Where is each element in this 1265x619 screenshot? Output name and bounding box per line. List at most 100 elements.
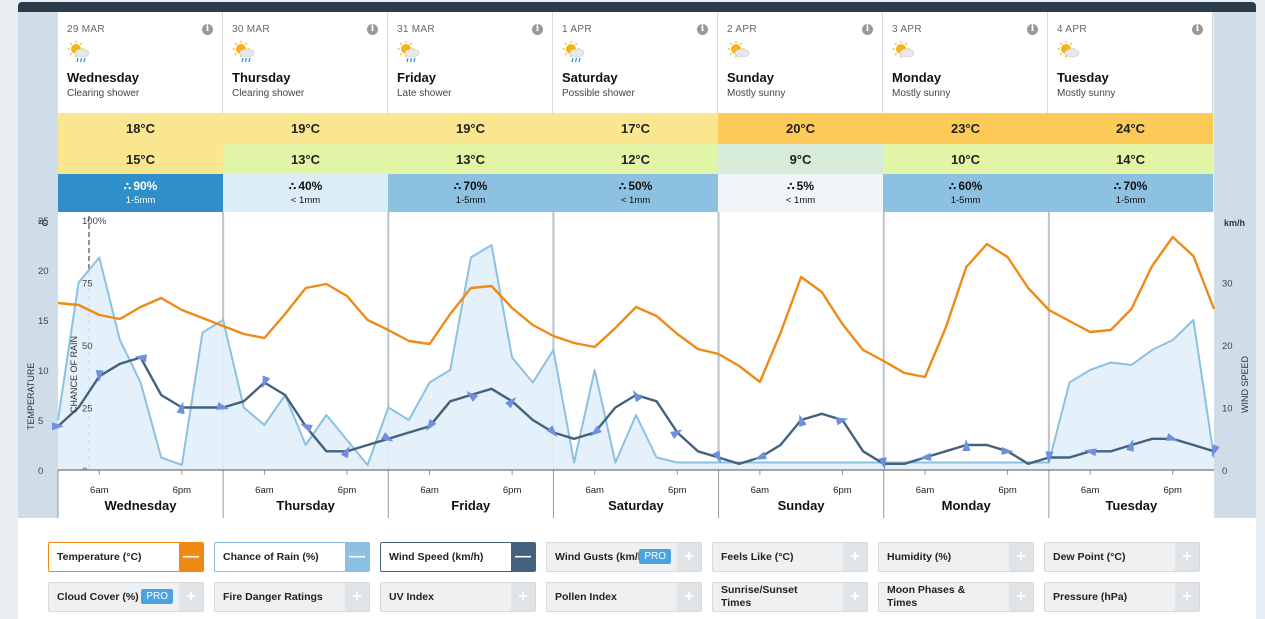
sun-ray [564,52,568,56]
wind-direction-arrow [835,417,849,426]
plus-icon[interactable]: + [179,583,203,611]
chart-legend: Temperature (°C) — Chance of Rain (%) — Wind… [18,518,1256,619]
info-icon[interactable]: i [367,24,378,35]
sun-ray [739,42,743,46]
info-icon[interactable]: i [697,24,708,35]
plus-icon[interactable]: + [345,583,369,611]
info-icon[interactable]: i [202,24,213,35]
legend-toggle[interactable]: Sunrise/Sunset Times + [712,582,868,612]
plus-icon[interactable]: + [1175,543,1199,571]
day-axis-name: Monday [942,498,992,513]
day-column[interactable]: 30 MAR i Thursday Clearing shower 19°C 13°C ∴ 4… [223,12,388,212]
max-temp: 23°C [883,113,1048,144]
legend-toggle[interactable]: Pressure (hPa) + [1044,582,1200,612]
legend-toggle[interactable]: Temperature (°C) — [48,542,204,572]
raindrops-icon: ∴ [288,181,297,193]
plus-icon[interactable]: + [511,583,535,611]
sun-ray [1059,42,1063,46]
day-column[interactable]: 1 APR i Saturday Possible shower 17°C 12°C ∴ 50… [553,12,718,212]
day-column[interactable]: 2 APR i Sunday Mostly sunny 20°C 9°C ∴ 5% < 1mm [718,12,883,212]
rain-chance-value: 5% [796,179,814,193]
legend-toggle[interactable]: Feels Like (°C) + [712,542,868,572]
forecast-chart: °C2520151050TEMPERATURE100%7550250CHANCE… [26,212,1250,518]
plus-icon[interactable]: + [677,583,701,611]
rain-streak [248,57,251,63]
day-column[interactable]: 29 MAR i Wednesday Clearing shower 18°C 15°C ∴… [58,12,223,212]
plus-icon[interactable]: + [843,583,867,611]
plus-icon[interactable]: + [1009,543,1033,571]
info-icon[interactable]: i [862,24,873,35]
legend-toggle[interactable]: Moon Phases & Times + [878,582,1034,612]
plus-icon[interactable]: + [843,543,867,571]
sun-ray [1069,42,1073,46]
shower-icon [67,40,90,63]
day-description: Mostly sunny [892,88,951,99]
legend-label: Fire Danger Ratings [223,590,323,603]
day-description: Clearing shower [232,88,305,99]
raindrops-icon: ∴ [123,181,132,193]
rain-streak [578,57,581,63]
temp-tick: 15 [38,316,49,327]
legend-toggle[interactable]: Chance of Rain (%) — [214,542,370,572]
temp-tick: 5 [38,416,43,427]
day-column[interactable]: 3 APR i Monday Mostly sunny 23°C 10°C ∴ 60% 1-5m… [883,12,1048,212]
rain-tick: 100% [82,216,107,227]
sun-ray [564,42,568,46]
day-column[interactable]: 4 APR i Tuesday Mostly sunny 24°C 14°C ∴ 70% 1-5… [1048,12,1213,212]
minus-icon[interactable]: — [511,543,535,571]
legend-toggle[interactable]: UV Index + [380,582,536,612]
wind-direction-arrow [754,451,767,460]
sun-ray [79,42,83,46]
wind-direction-arrow [262,375,271,389]
rain-tick: 50 [82,341,93,352]
wind-direction-arrow [95,369,104,383]
wind-direction-arrow [878,457,887,470]
legend-toggle[interactable]: Humidity (%) + [878,542,1034,572]
mostly-sunny-icon [1057,40,1080,58]
sun-ray [69,52,73,56]
day-date: 3 APR [892,24,922,35]
raindrops-icon: ∴ [618,181,627,193]
info-icon[interactable]: i [1027,24,1038,35]
legend-toggle[interactable]: Wind Gusts (km/h) PRO + [546,542,702,572]
rain-chance-line [57,244,1215,466]
day-description: Late shower [397,88,452,99]
rain-streak [244,57,248,63]
wind-tick: 0 [1222,466,1227,477]
weather-icon [727,40,751,63]
plus-icon[interactable]: + [1009,583,1033,611]
max-temp: 20°C [718,113,883,144]
day-name: Friday [397,70,437,85]
plus-icon[interactable]: + [1175,583,1199,611]
info-icon[interactable]: i [1192,24,1203,35]
legend-toggle[interactable]: Fire Danger Ratings + [214,582,370,612]
plus-icon[interactable]: + [677,543,701,571]
sun-ray [399,52,403,56]
hour-label: 6pm [173,485,192,496]
day-date: 29 MAR [67,24,105,35]
legend-toggle[interactable]: Wind Speed (km/h) — [380,542,536,572]
legend-label: Chance of Rain (%) [223,550,319,563]
rain-chance: ∴ 5% [718,179,883,193]
day-name: Tuesday [1057,70,1109,85]
legend-toggle[interactable]: Cloud Cover (%) PRO + [48,582,204,612]
wind-direction-arrow [1045,451,1054,464]
minus-icon[interactable]: — [345,543,369,571]
day-column[interactable]: 31 MAR i Friday Late shower 19°C 13°C ∴ 70% 1-5m… [388,12,553,212]
rain-streak [409,57,413,63]
legend-label: Pressure (hPa) [1053,590,1128,603]
legend-toggle[interactable]: Dew Point (°C) + [1044,542,1200,572]
wind-direction-arrow [381,432,394,442]
minus-icon[interactable]: — [179,543,203,571]
info-icon[interactable]: i [532,24,543,35]
legend-label: Wind Speed (km/h) [389,550,484,563]
shower-icon [232,40,255,63]
legend-toggle[interactable]: Pollen Index + [546,582,702,612]
rain-chance: ∴ 70% [388,179,553,193]
rain-summary: ∴ 50% < 1mm [553,174,718,212]
right-gutter [1214,12,1256,518]
wind-direction-arrow [1126,439,1134,452]
rain-tick: 25 [82,404,93,415]
wind-direction-arrow [505,396,517,409]
